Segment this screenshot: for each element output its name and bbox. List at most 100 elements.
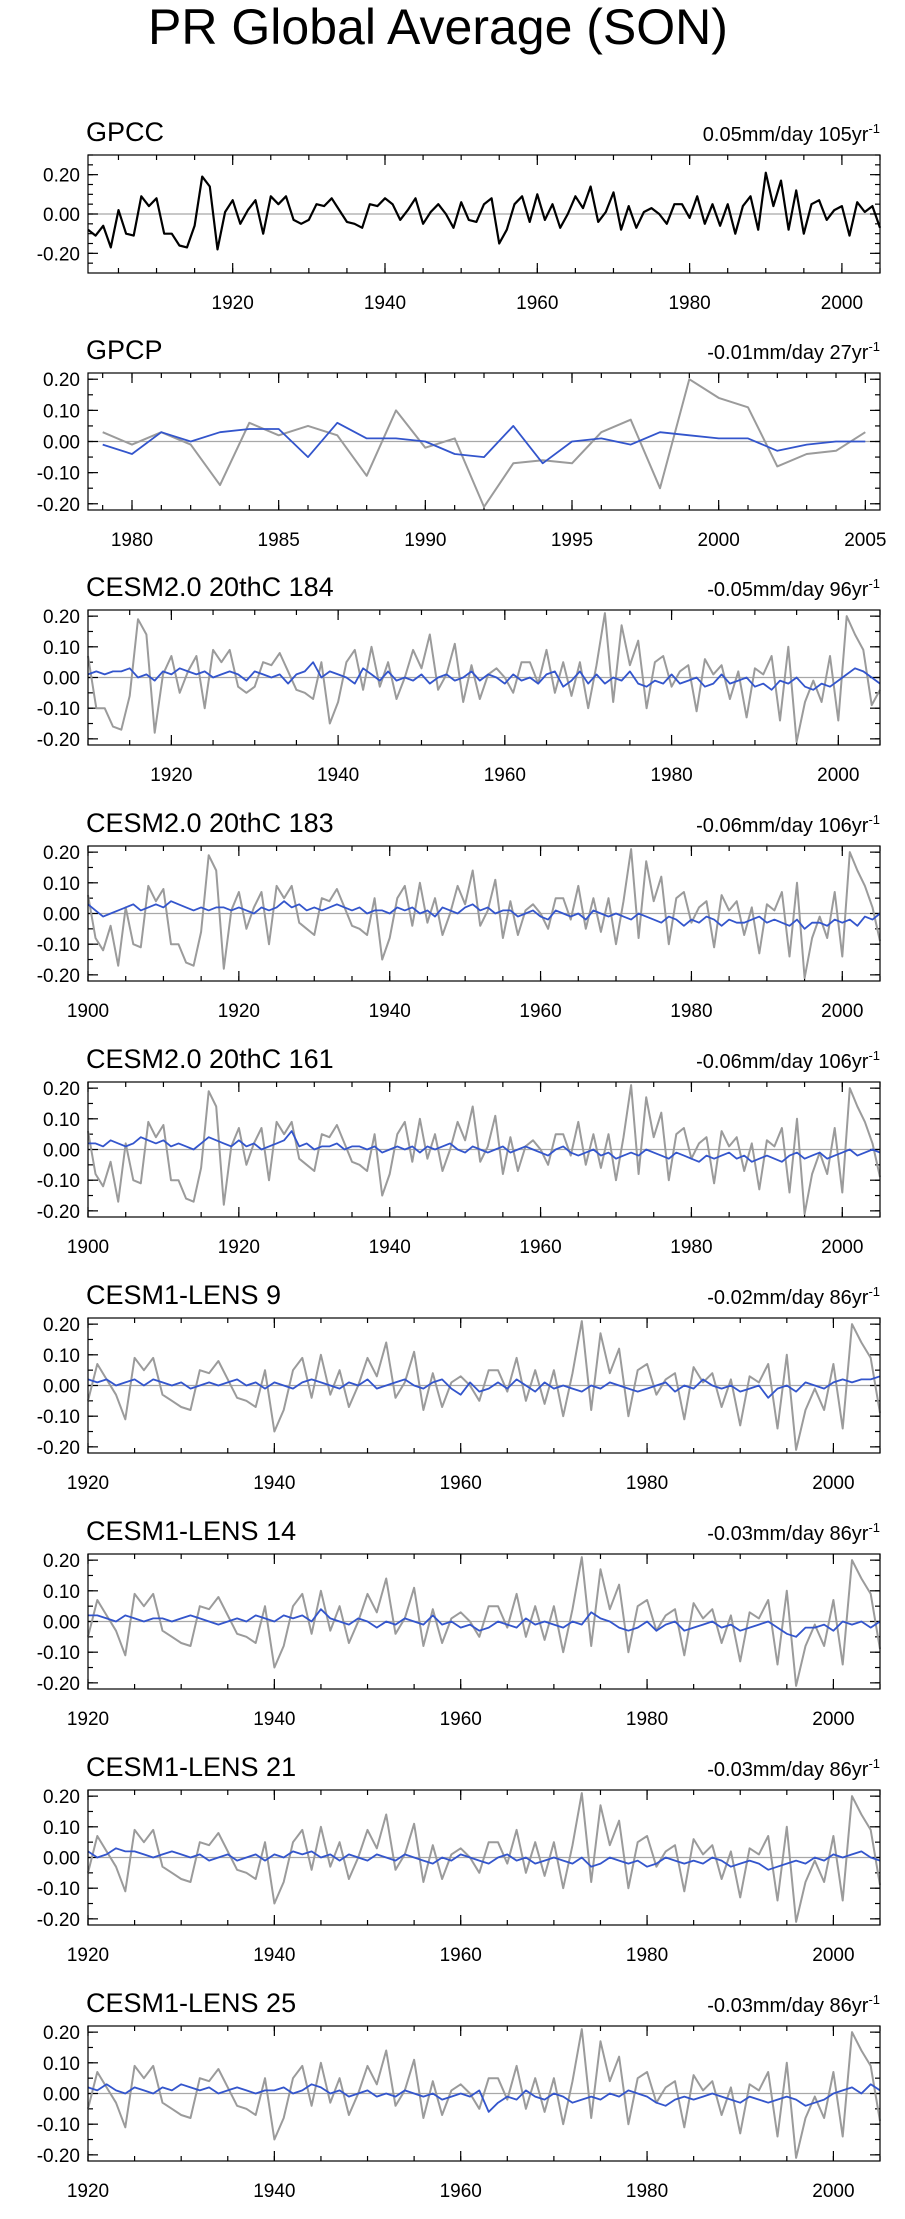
trend-label: 0.05mm/day 105yr-1 (703, 121, 880, 146)
plot-frame (87, 1317, 881, 1454)
panel-title: CESM1-LENS 9 (86, 1280, 281, 1310)
x-tick-label: 1960 (516, 293, 558, 314)
x-tick-label: 1940 (369, 1237, 411, 1258)
series-line-model (87, 1320, 881, 1451)
trend-label: -0.06mm/day 106yr-1 (696, 812, 880, 837)
x-tick-label: 1940 (253, 1709, 295, 1730)
series-line-model (87, 2028, 881, 2159)
x-tick-label: 1960 (519, 1237, 561, 1258)
y-tick-label: -0.20 (37, 1202, 80, 1223)
y-tick-label: 0.10 (43, 1582, 80, 1603)
y-tick-label: 0.00 (43, 669, 80, 690)
x-tick-label: 1980 (626, 1473, 668, 1494)
y-tick-label: 0.20 (43, 843, 80, 864)
plot-frame (87, 1553, 881, 1690)
x-tick-label: 1960 (484, 765, 526, 786)
y-tick-label: 0.00 (43, 205, 80, 226)
x-tick-label: 2005 (844, 530, 886, 551)
y-tick-label: -0.10 (37, 464, 80, 485)
y-tick-label: -0.20 (37, 2146, 80, 2167)
y-tick-label: -0.20 (37, 1674, 80, 1695)
x-tick-label: 1980 (626, 1709, 668, 1730)
y-tick-label: 0.20 (43, 1079, 80, 1100)
x-tick-label: 1980 (626, 1945, 668, 1966)
y-tick-label: -0.10 (37, 1171, 80, 1192)
y-tick-label: 0.20 (43, 370, 80, 391)
y-tick-label: -0.10 (37, 2115, 80, 2136)
y-tick-label: 0.00 (43, 1613, 80, 1634)
plot-frame (87, 2025, 881, 2162)
x-tick-label: 1995 (551, 530, 593, 551)
trend-label: -0.03mm/day 86yr-1 (707, 1992, 880, 2017)
y-tick-label: 0.10 (43, 1110, 80, 1131)
plot-frame (87, 845, 881, 982)
x-tick-label: 1920 (212, 293, 254, 314)
y-tick-label: 0.20 (43, 166, 80, 187)
y-tick-label: -0.20 (37, 730, 80, 751)
plot-frame (87, 1081, 881, 1218)
trend-label: -0.02mm/day 86yr-1 (707, 1284, 880, 1309)
y-tick-label: -0.20 (37, 1910, 80, 1931)
y-tick-label: 0.20 (43, 2023, 80, 2044)
x-tick-label: 1960 (440, 1709, 482, 1730)
chart-panel-1: GPCC 0.05mm/day 105yr-1 1920 1940 1960 1980 20… (37, 117, 882, 314)
x-tick-label: 1920 (67, 1945, 109, 1966)
panel-title: CESM2.0 20thC 183 (86, 808, 334, 838)
x-tick-label: 2000 (812, 1709, 854, 1730)
x-tick-label: 2000 (812, 1945, 854, 1966)
series-line-model (87, 1792, 881, 1923)
chart-panel-4: CESM2.0 20thC 183 -0.06mm/day 106yr-1 1900… (37, 808, 881, 1022)
y-tick-label: 0.10 (43, 1818, 80, 1839)
series-line-trend (88, 1130, 881, 1163)
x-tick-label: 2000 (821, 1237, 863, 1258)
y-tick-label: -0.10 (37, 935, 80, 956)
trend-label: -0.06mm/day 106yr-1 (696, 1048, 880, 1073)
x-tick-label: 1940 (364, 293, 406, 314)
x-tick-label: 1940 (253, 1473, 295, 1494)
chart-panel-7: CESM1-LENS 14 -0.03mm/day 86yr-1 1920 1940 1… (37, 1516, 881, 1730)
plot-frame (87, 154, 881, 274)
trend-label: -0.03mm/day 86yr-1 (707, 1756, 880, 1781)
panel-title: GPCP (86, 335, 163, 365)
x-tick-label: 1980 (626, 2181, 668, 2202)
chart-panel-3: CESM2.0 20thC 184 -0.05mm/day 96yr-1 1920 1… (37, 572, 881, 786)
y-tick-label: 0.20 (43, 1787, 80, 1808)
y-tick-label: 0.20 (43, 607, 80, 628)
chart-panel-6: CESM1-LENS 9 -0.02mm/day 86yr-1 1920 1940 19… (37, 1280, 881, 1494)
figure-title: PR Global Average (SON) (148, 0, 728, 55)
series-line-trend (87, 661, 881, 691)
x-tick-label: 1920 (218, 1237, 260, 1258)
chart-panel-5: CESM2.0 20thC 161 -0.06mm/day 106yr-1 1900… (37, 1044, 881, 1258)
x-tick-label: 1960 (440, 1473, 482, 1494)
y-tick-label: 0.10 (43, 2054, 80, 2075)
series-line-model (87, 1084, 881, 1215)
x-tick-label: 1960 (519, 1001, 561, 1022)
series-line-model (87, 612, 881, 743)
y-tick-label: -0.20 (37, 244, 80, 265)
x-tick-label: 1960 (440, 1945, 482, 1966)
y-tick-label: 0.00 (43, 2085, 80, 2106)
y-tick-label: 0.10 (43, 1346, 80, 1367)
x-tick-label: 1985 (258, 530, 300, 551)
x-tick-label: 1940 (317, 765, 359, 786)
x-tick-label: 1900 (67, 1237, 109, 1258)
y-tick-label: -0.10 (37, 699, 80, 720)
x-tick-label: 1980 (111, 530, 153, 551)
x-tick-label: 2000 (812, 2181, 854, 2202)
y-tick-label: 0.00 (43, 1141, 80, 1162)
x-tick-label: 1920 (150, 765, 192, 786)
trend-label: -0.03mm/day 86yr-1 (707, 1520, 880, 1545)
y-tick-label: 0.10 (43, 401, 80, 422)
series-line-trend (87, 1847, 881, 1871)
chart-panel-9: CESM1-LENS 25 -0.03mm/day 86yr-1 1920 1940 1… (37, 1988, 881, 2202)
y-tick-label: -0.20 (37, 1438, 80, 1459)
x-tick-label: 2000 (821, 293, 863, 314)
series-line-trend (87, 2083, 881, 2113)
y-tick-label: 0.00 (43, 1377, 80, 1398)
series-line-model (87, 1556, 881, 1687)
x-tick-label: 1900 (67, 1001, 109, 1022)
plot-frame (87, 609, 881, 746)
panel-title: CESM2.0 20thC 161 (86, 1044, 334, 1074)
y-tick-label: 0.00 (43, 433, 80, 454)
